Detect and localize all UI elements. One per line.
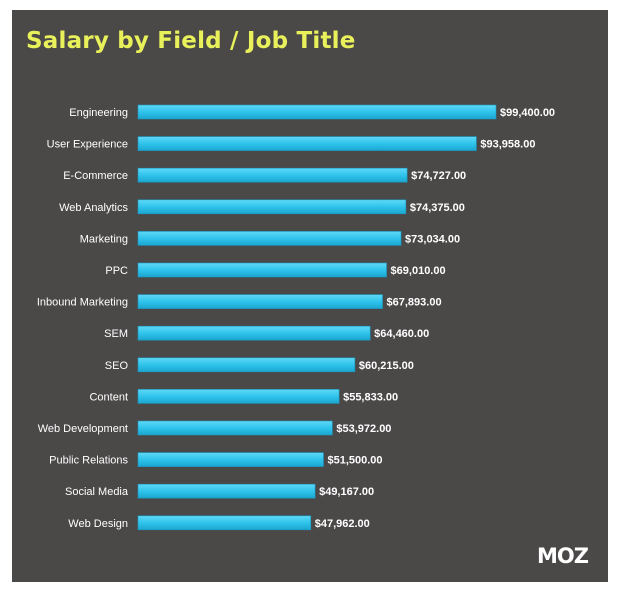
bar-chart: Engineering $99,400.00 User Experience $93,… [37,104,555,531]
bar [137,452,324,467]
category-label: Social Media [65,486,129,498]
bar [137,262,387,278]
value-label: $67,893.00 [387,297,442,309]
value-label: $55,833.00 [343,391,398,403]
bar [137,325,371,341]
category-label: Web Design [68,518,128,530]
bar [137,167,408,183]
value-label: $93,958.00 [480,139,535,151]
category-label: SEO [105,360,129,372]
bar [137,294,383,309]
bar [137,104,497,120]
bar [137,199,407,215]
bar [137,420,333,436]
bar [137,515,312,531]
category-label: Web Development [38,423,128,435]
category-label: Engineering [69,107,128,119]
bar [137,389,340,404]
category-label: Marketing [80,233,128,245]
value-label: $51,500.00 [327,455,382,467]
category-label: Content [89,391,128,403]
value-label: $49,167.00 [319,486,374,498]
category-label: Public Relations [49,455,128,467]
value-label: $69,010.00 [391,265,446,277]
value-label: $74,375.00 [410,202,465,214]
category-label: Web Analytics [59,202,128,214]
value-label: $64,460.00 [374,328,429,340]
category-label: User Experience [47,139,128,151]
bars-layer: Engineering $99,400.00 User Experience $93,… [37,104,555,531]
category-label: PPC [105,265,128,277]
chart-title: Salary by Field / Job Title [26,28,356,54]
category-label: SEM [104,328,128,340]
bar [137,231,402,246]
value-label: $53,972.00 [336,423,391,435]
category-label: Inbound Marketing [37,297,128,309]
value-label: $99,400.00 [500,107,555,119]
bar [137,357,356,373]
value-label: $74,727.00 [411,170,466,182]
moz-logo: MOZ [537,544,589,568]
value-label: $73,034.00 [405,233,460,245]
bar [137,136,477,151]
category-label: E-Commerce [63,170,128,182]
value-label: $60,215.00 [359,360,414,372]
value-label: $47,962.00 [315,518,370,530]
chart-panel: Salary by Field / Job Title Engineering $… [12,10,608,582]
bar [137,483,316,499]
